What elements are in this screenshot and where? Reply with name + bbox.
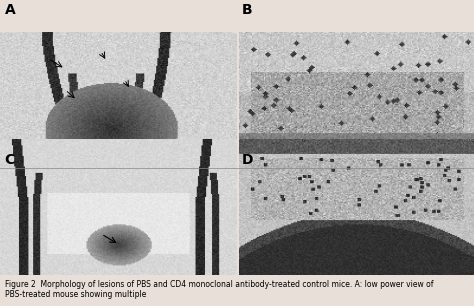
Text: A: A	[5, 3, 16, 17]
Text: D: D	[242, 153, 253, 167]
Text: B: B	[242, 3, 252, 17]
Text: C: C	[5, 153, 15, 167]
Text: Figure 2  Morphology of lesions of PBS and CD4 monoclonal antibody-treated contr: Figure 2 Morphology of lesions of PBS an…	[5, 280, 433, 299]
